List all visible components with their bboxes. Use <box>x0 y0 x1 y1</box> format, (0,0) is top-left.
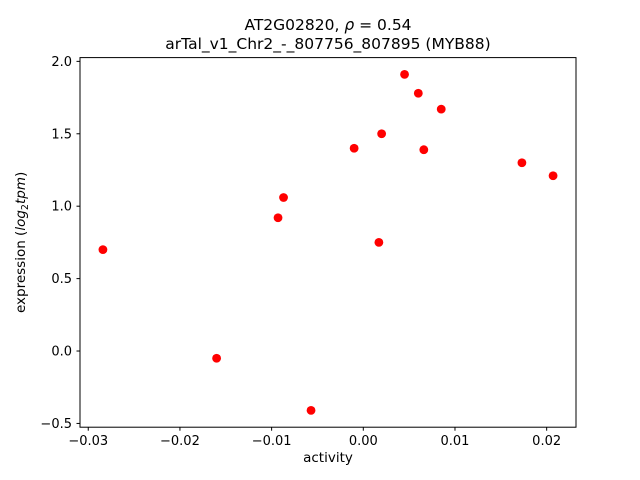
chart-title-text: AT2G02820, <box>244 16 344 34</box>
y-axis-label-tpm: tpm <box>13 177 29 204</box>
y-axis-label-suffix: ) <box>13 172 29 177</box>
chart-title-rho: ρ <box>344 16 354 34</box>
y-axis-label-prefix: expression ( <box>13 231 29 313</box>
chart-title-value: = 0.54 <box>354 16 411 34</box>
data-point <box>413 88 423 98</box>
data-point <box>400 70 409 79</box>
chart-title: AT2G02820, ρ = 0.54 <box>244 16 411 34</box>
y-tick-label: 0.0 <box>51 345 72 360</box>
data-point <box>279 193 288 202</box>
chart-subtitle: arTal_v1_Chr2_-_807756_807895 (MYB88) <box>165 35 490 54</box>
x-tick-label: −0.03 <box>68 434 108 449</box>
data-point <box>212 353 222 363</box>
y-tick-label: 2.0 <box>51 55 72 70</box>
data-point <box>349 143 359 153</box>
y-axis-label: expression (log2tpm) <box>13 172 31 313</box>
y-axis-label-log: log <box>13 210 29 231</box>
x-tick-label: −0.01 <box>252 434 292 449</box>
y-tick-label: −0.5 <box>40 417 72 432</box>
x-tick-label: 0.01 <box>441 434 470 449</box>
x-tick-label: −0.02 <box>160 434 200 449</box>
data-point <box>306 406 316 415</box>
y-tick-label: 1.5 <box>51 127 72 142</box>
data-point <box>374 238 384 247</box>
y-tick-label: 0.5 <box>51 272 72 287</box>
y-tick-label: 1.0 <box>51 200 72 215</box>
y-axis-label-subscript: 2 <box>20 204 31 210</box>
data-point <box>419 145 429 155</box>
data-point <box>436 104 446 114</box>
axes-layer: −0.03 −0.02 −0.01 0.00 0.01 0.02 −0.5 0.0 0.5 1.0… <box>40 55 577 449</box>
data-point <box>98 245 108 255</box>
data-point <box>377 129 387 139</box>
data-point <box>517 158 527 168</box>
x-axis-label: activity <box>303 450 353 466</box>
x-tick-label: 0.00 <box>349 434 378 449</box>
data-point <box>273 213 283 223</box>
x-tick-label: 0.02 <box>532 434 561 449</box>
points-layer <box>98 70 558 415</box>
data-point <box>548 171 558 181</box>
axes-frame <box>79 57 577 428</box>
